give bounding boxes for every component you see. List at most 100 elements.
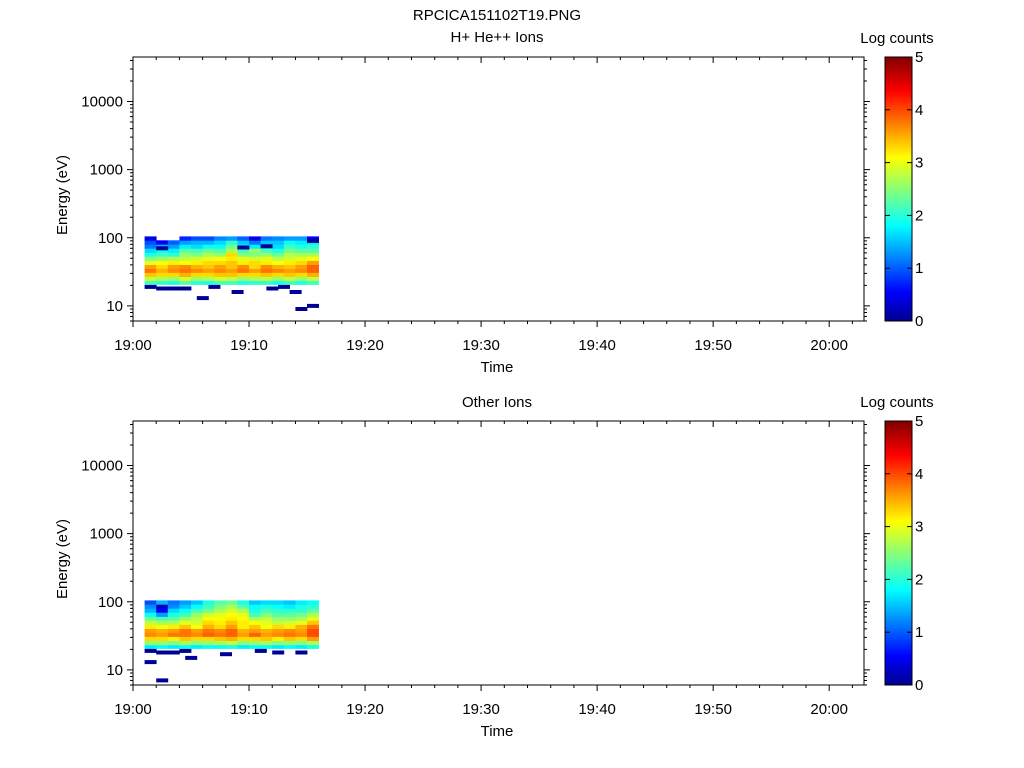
heatmap-cell (283, 600, 296, 605)
heatmap-cell (249, 248, 261, 253)
heatmap-cell (144, 260, 157, 265)
heatmap-cell (167, 256, 180, 261)
heatmap-cell (179, 608, 192, 613)
heatmap-cell (167, 616, 180, 621)
heatmap-cell (144, 616, 157, 621)
heatmap-cell (191, 632, 203, 637)
heatmap-cell (307, 604, 319, 609)
heatmap-cell (167, 276, 180, 282)
heatmap-cell (202, 252, 215, 257)
heatmap-cell (295, 632, 308, 637)
heatmap-cell (272, 632, 285, 637)
heatmap-cell (295, 636, 308, 641)
heatmap-cell (144, 640, 157, 646)
heatmap-cell (156, 272, 169, 277)
heatmap-cell (307, 620, 319, 625)
heatmap-cell (225, 624, 238, 629)
heatmap-cell (167, 244, 180, 249)
panel-other-ions: Other Ions Log counts 19:00 19:10 19:20 19:… (54, 394, 934, 740)
heatmap-cell (202, 256, 215, 261)
heatmap-cell (295, 268, 308, 273)
heatmap-cell (167, 268, 180, 273)
heatmap-cell (307, 276, 319, 282)
x-tick-label: 19:50 (694, 701, 732, 718)
heatmap-cell (260, 608, 273, 613)
heatmap-cell (272, 260, 285, 265)
heatmap-cell (214, 628, 227, 633)
heatmap-cell (295, 272, 308, 277)
heatmap-cell (307, 280, 319, 285)
heatmap-cell (237, 280, 250, 285)
heatmap-cell (249, 608, 261, 613)
heatmap-cell (179, 252, 192, 257)
heatmap-cell (156, 636, 169, 641)
heatmap-cell (237, 620, 250, 625)
heatmap-cell (272, 608, 285, 613)
heatmap-cell (260, 620, 273, 625)
heatmap-cell (307, 628, 319, 633)
heatmap-cell (295, 616, 308, 621)
colorbar-tick-label: 5 (915, 49, 923, 66)
heatmap-cell (272, 280, 285, 285)
heatmap-cell (191, 604, 203, 609)
heatmap-cell (260, 252, 273, 257)
heatmap-cell (225, 640, 238, 646)
heatmap-cell (156, 264, 169, 269)
heatmap-cell (237, 252, 250, 257)
heatmap-cell (307, 600, 319, 605)
heatmap-cell (144, 612, 157, 617)
heatmap-cell (283, 632, 296, 637)
heatmap-cell (167, 252, 180, 257)
heatmap-cell (272, 628, 285, 633)
colorbar (884, 56, 913, 322)
heatmap-cell (214, 604, 227, 609)
heatmap-cell (237, 612, 250, 617)
heatmap-cell (249, 264, 261, 269)
heatmap-cell (249, 600, 261, 605)
heatmap-point (156, 650, 169, 655)
heatmap-cell (202, 240, 215, 245)
heatmap-cell (202, 628, 215, 633)
heatmap-cell (214, 636, 227, 641)
heatmap-point (144, 660, 157, 665)
heatmap-cell (283, 268, 296, 273)
heatmap-point (237, 245, 250, 250)
colorbar-ticks: 0 1 2 3 4 5 (885, 413, 923, 694)
heatmap-cell (225, 636, 238, 641)
heatmap-cell (167, 272, 180, 277)
heatmap-cell (167, 628, 180, 633)
heatmap-cell (249, 244, 261, 249)
heatmap-cell (249, 640, 261, 646)
heatmap-cell (249, 612, 261, 617)
heatmap-cell (295, 244, 308, 249)
heatmap-cell (237, 248, 250, 253)
heatmap-cell (237, 616, 250, 621)
x-tick-label: 19:40 (578, 337, 616, 354)
heatmap-cell (249, 644, 261, 649)
heatmap-cell (191, 280, 203, 285)
heatmap-cell (179, 256, 192, 261)
heatmap-cell (295, 240, 308, 245)
heatmap-point (179, 648, 192, 653)
heatmap-cell (237, 256, 250, 261)
heatmap-cell (144, 280, 157, 285)
heatmap-cell (214, 272, 227, 277)
heatmap-cell (191, 240, 203, 245)
heatmap-cell (237, 632, 250, 637)
y-tick-label: 10 (106, 662, 123, 679)
heatmap-cell (156, 604, 169, 609)
heatmap-cell (202, 248, 215, 253)
heatmap-cell (272, 624, 285, 629)
heatmap-cell (156, 256, 169, 261)
heatmap-cell (307, 624, 319, 629)
heatmap-cell (156, 600, 169, 605)
heatmap-cell (191, 620, 203, 625)
heatmap-cell (202, 616, 215, 621)
heatmap-cell (260, 276, 273, 282)
heatmap-cell (167, 624, 180, 629)
heatmap-cell (307, 236, 319, 241)
x-tick-label: 19:50 (694, 337, 732, 354)
heatmap-cell (214, 264, 227, 269)
heatmap-cell (307, 636, 319, 641)
